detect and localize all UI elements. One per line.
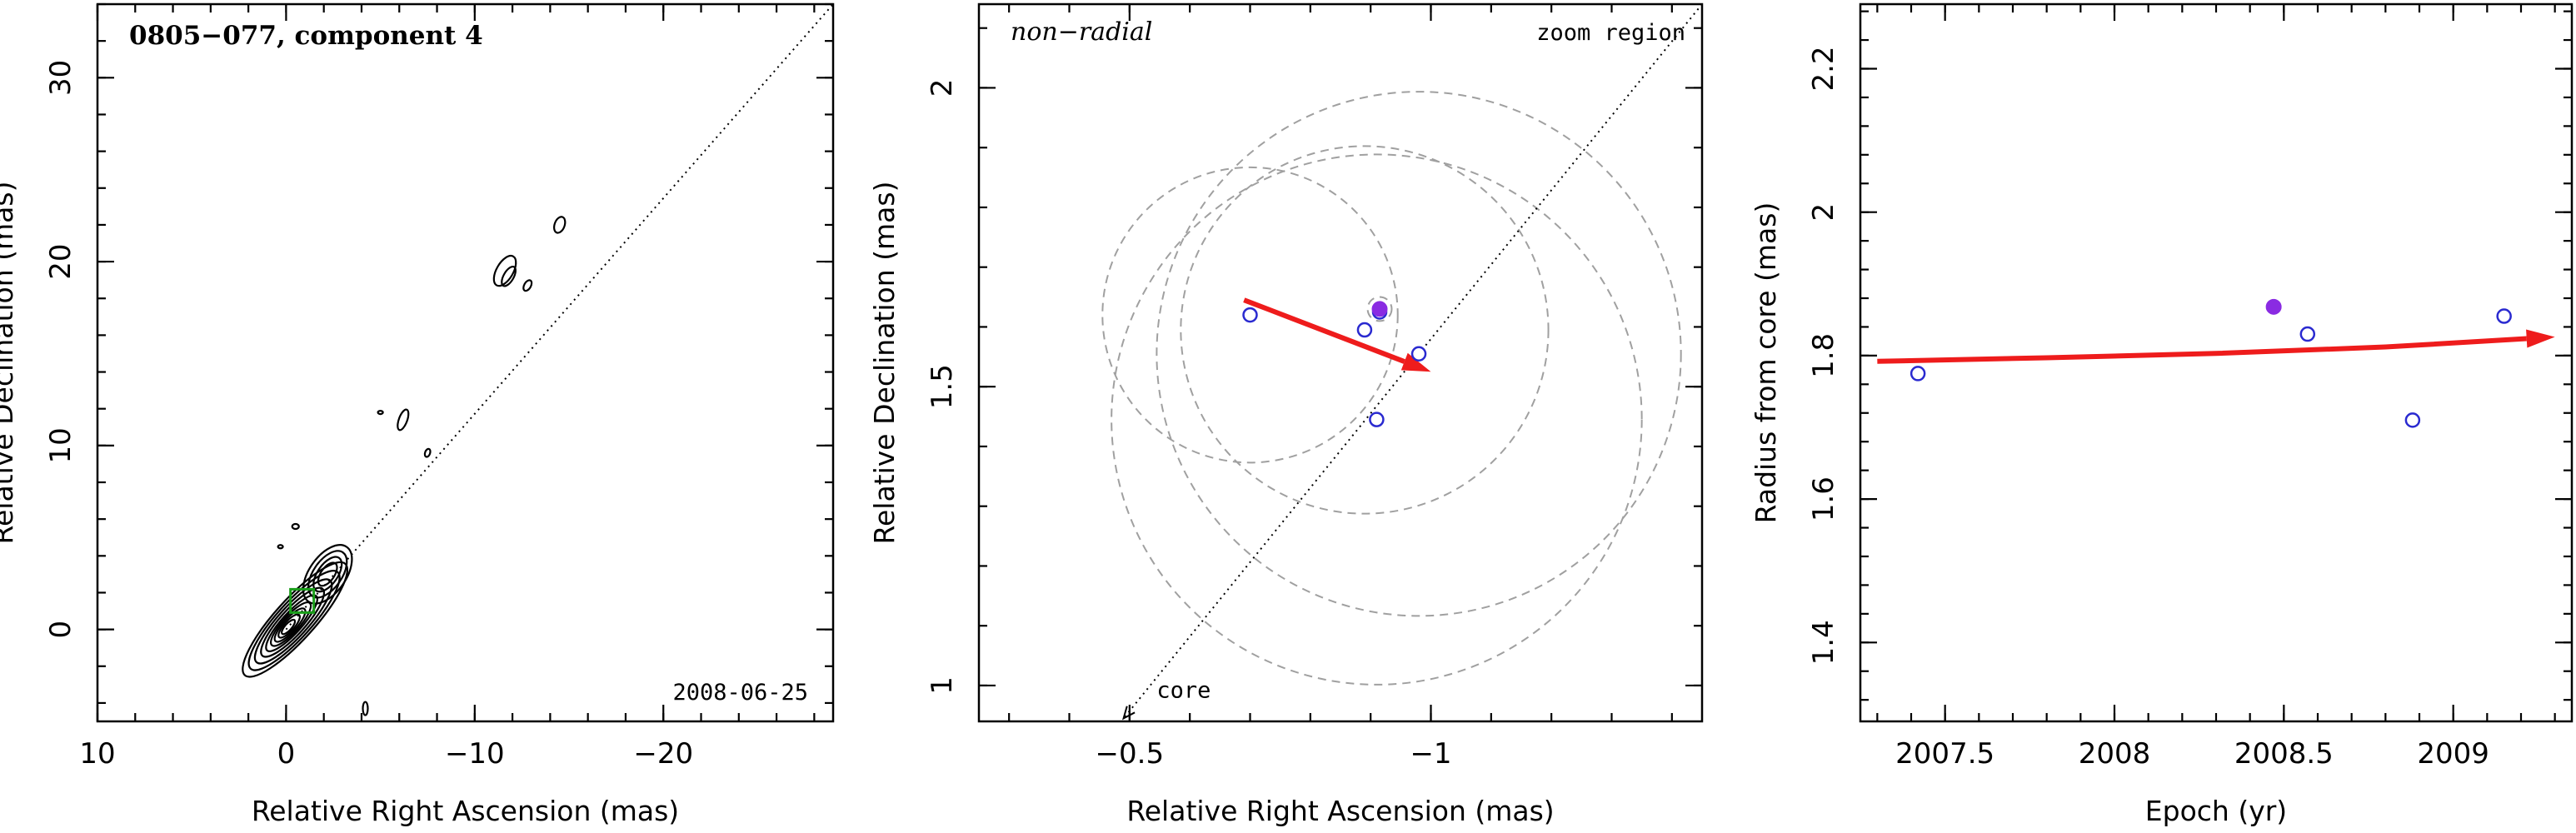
x-axis-label: Relative Right Ascension (mas) xyxy=(252,795,679,827)
x-tick-label: 10 xyxy=(79,737,115,771)
epoch-point xyxy=(2299,326,2316,342)
plot-frame xyxy=(1859,2,2574,723)
knot-contour xyxy=(302,544,353,605)
emission-contour xyxy=(277,544,284,550)
epoch-point xyxy=(1356,322,1373,338)
error-circle xyxy=(1156,91,1682,617)
x-tick-label: −20 xyxy=(633,737,693,771)
core-contour xyxy=(242,561,349,678)
core-contour xyxy=(260,586,326,658)
plot-frame xyxy=(977,2,1704,723)
y-axis-label: Radius from core (mas) xyxy=(1750,202,1782,524)
error-circle xyxy=(1180,145,1550,515)
core-contour xyxy=(273,607,307,643)
epoch-point xyxy=(2496,308,2512,324)
core-contour xyxy=(247,570,341,671)
y-tick-label: 1.5 xyxy=(926,364,959,409)
knot-contour xyxy=(312,556,343,593)
component-zoom-box xyxy=(289,587,316,614)
x-axis-label: Epoch (yr) xyxy=(2145,795,2287,827)
error-circle xyxy=(1366,296,1393,322)
core-contour xyxy=(281,618,297,636)
core-label: core xyxy=(1156,677,1211,703)
epoch-date: 2008-06-25 xyxy=(672,680,808,706)
y-tick-label: 2 xyxy=(926,79,959,97)
x-tick-label: 0 xyxy=(277,737,296,771)
y-tick-label: 1 xyxy=(926,676,959,695)
y-tick-label: 1.4 xyxy=(1807,620,1840,665)
zoom-region-label: zoom region xyxy=(1536,20,1685,46)
y-tick-label: 1.8 xyxy=(1807,333,1840,378)
emission-contour xyxy=(397,408,410,431)
x-tick-label: 2009 xyxy=(2417,737,2489,771)
x-tick-label: 2008.5 xyxy=(2234,737,2334,771)
x-tick-label: −1 xyxy=(1410,737,1451,771)
error-circle xyxy=(1111,153,1643,686)
reference-epoch-point xyxy=(2265,298,2282,315)
knot-contours xyxy=(302,544,353,605)
panel-radius-epoch: 2007.5 2008 2008.5 2009 1.4 1.6 1.8 2 2.2 Epoch (… xyxy=(1750,2,2574,827)
y-tick-label: 20 xyxy=(44,243,77,279)
epoch-point xyxy=(1242,307,1258,323)
zoom-plot-area xyxy=(1101,4,1702,721)
emission-contour xyxy=(501,265,517,287)
x-axis-label: Relative Right Ascension (mas) xyxy=(1126,795,1554,827)
emission-contour xyxy=(553,216,567,234)
y-tick-label: 30 xyxy=(44,60,77,96)
reference-epoch-point xyxy=(1371,301,1388,317)
core-direction-arrowhead xyxy=(1122,706,1136,721)
panel-contour-map: 10 0 −10 −20 0 10 20 30 Relative Right Ascension… xyxy=(0,2,835,827)
epoch-point xyxy=(1369,412,1385,427)
epoch-point xyxy=(1410,346,1427,362)
core-contour xyxy=(253,578,333,665)
y-tick-label: 10 xyxy=(44,427,77,463)
emission-contour xyxy=(423,447,432,458)
y-axis-label: Relative Declination (mas) xyxy=(0,182,19,545)
fit-curve xyxy=(1877,336,2527,364)
fit-curve-arrowhead xyxy=(2526,329,2555,348)
emission-contour xyxy=(291,522,300,531)
y-tick-label: 1.6 xyxy=(1807,476,1840,521)
knot-contour xyxy=(317,561,338,587)
x-tick-label: 2008 xyxy=(2079,737,2151,771)
core-contour xyxy=(265,594,318,652)
x-tick-label: −10 xyxy=(445,737,505,771)
motion-vector-shaft xyxy=(1243,297,1405,364)
motion-type-label: non−radial xyxy=(1011,17,1152,47)
y-tick-label: 2.2 xyxy=(1807,46,1840,91)
epoch-point xyxy=(1910,366,1926,382)
core-direction-line xyxy=(1122,4,1702,720)
emission-contour xyxy=(522,279,533,292)
x-tick-label: −0.5 xyxy=(1096,737,1165,771)
jet-axis-line xyxy=(285,3,834,631)
motion-vector-head xyxy=(1400,352,1431,372)
panel-zoom-region: −0.5 −1 1 1.5 2 Relative Right Ascension (mas… xyxy=(868,2,1704,827)
y-axis-label: Relative Declination (mas) xyxy=(868,182,901,545)
knot-contour xyxy=(307,550,348,599)
emission-contour xyxy=(362,701,369,716)
emission-contour xyxy=(492,254,517,287)
emission-contour xyxy=(377,410,384,416)
epoch-point xyxy=(2404,412,2421,428)
x-tick-label: 2007.5 xyxy=(1895,737,1994,771)
plot-title: 0805−077, component 4 xyxy=(129,21,483,51)
error-circle xyxy=(1101,166,1399,464)
core-contour xyxy=(277,613,302,639)
plot-frame xyxy=(96,2,835,723)
y-tick-label: 0 xyxy=(44,621,77,639)
y-tick-label: 2 xyxy=(1807,203,1840,222)
